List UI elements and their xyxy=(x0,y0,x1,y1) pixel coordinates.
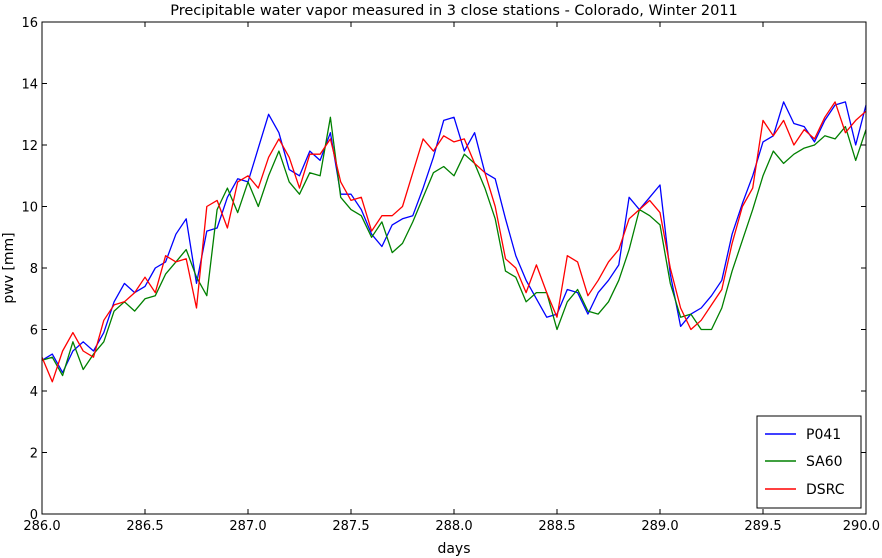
x-tick-label: 290.0 xyxy=(843,519,880,534)
x-tick-label: 286.5 xyxy=(126,519,163,534)
legend-label-sa60: SA60 xyxy=(806,454,843,470)
series-line-dsrc xyxy=(41,101,867,383)
chart-title: Precipitable water vapor measured in 3 c… xyxy=(170,3,738,19)
legend-label-dsrc: DSRC xyxy=(806,482,845,498)
legend-label-p041: P041 xyxy=(806,427,841,443)
legend-box xyxy=(756,415,862,509)
x-tick-label: 288.5 xyxy=(538,519,575,534)
x-tick-label: 289.0 xyxy=(641,519,678,534)
y-axis-title: pwv [mm] xyxy=(1,232,17,303)
y-tick-label: 8 xyxy=(30,262,38,277)
y-tick-label: 12 xyxy=(21,139,38,154)
y-tick-label: 4 xyxy=(30,385,38,400)
legend: P041 SA60 DSRC xyxy=(756,415,862,509)
x-tick-label: 288.0 xyxy=(435,519,472,534)
series-line-p041 xyxy=(41,101,867,374)
x-tick-label: 287.0 xyxy=(229,519,266,534)
y-tick-label: 0 xyxy=(30,508,38,523)
y-tick-label: 14 xyxy=(21,78,38,93)
ticks-layer: 286.0 286.5 287.0 287.5 288.0 288.5 289.0 289.5… xyxy=(21,16,880,534)
y-tick-label: 16 xyxy=(21,16,38,31)
series-line-sa60 xyxy=(41,116,867,377)
x-axis-title: days xyxy=(437,541,470,557)
x-tick-label: 287.5 xyxy=(332,519,369,534)
y-tick-label: 10 xyxy=(21,201,38,216)
x-tick-label: 289.5 xyxy=(744,519,781,534)
y-tick-label: 6 xyxy=(30,324,38,339)
x-tick-label: 286.0 xyxy=(23,519,60,534)
series-layer xyxy=(41,101,867,383)
y-tick-label: 2 xyxy=(30,447,38,462)
